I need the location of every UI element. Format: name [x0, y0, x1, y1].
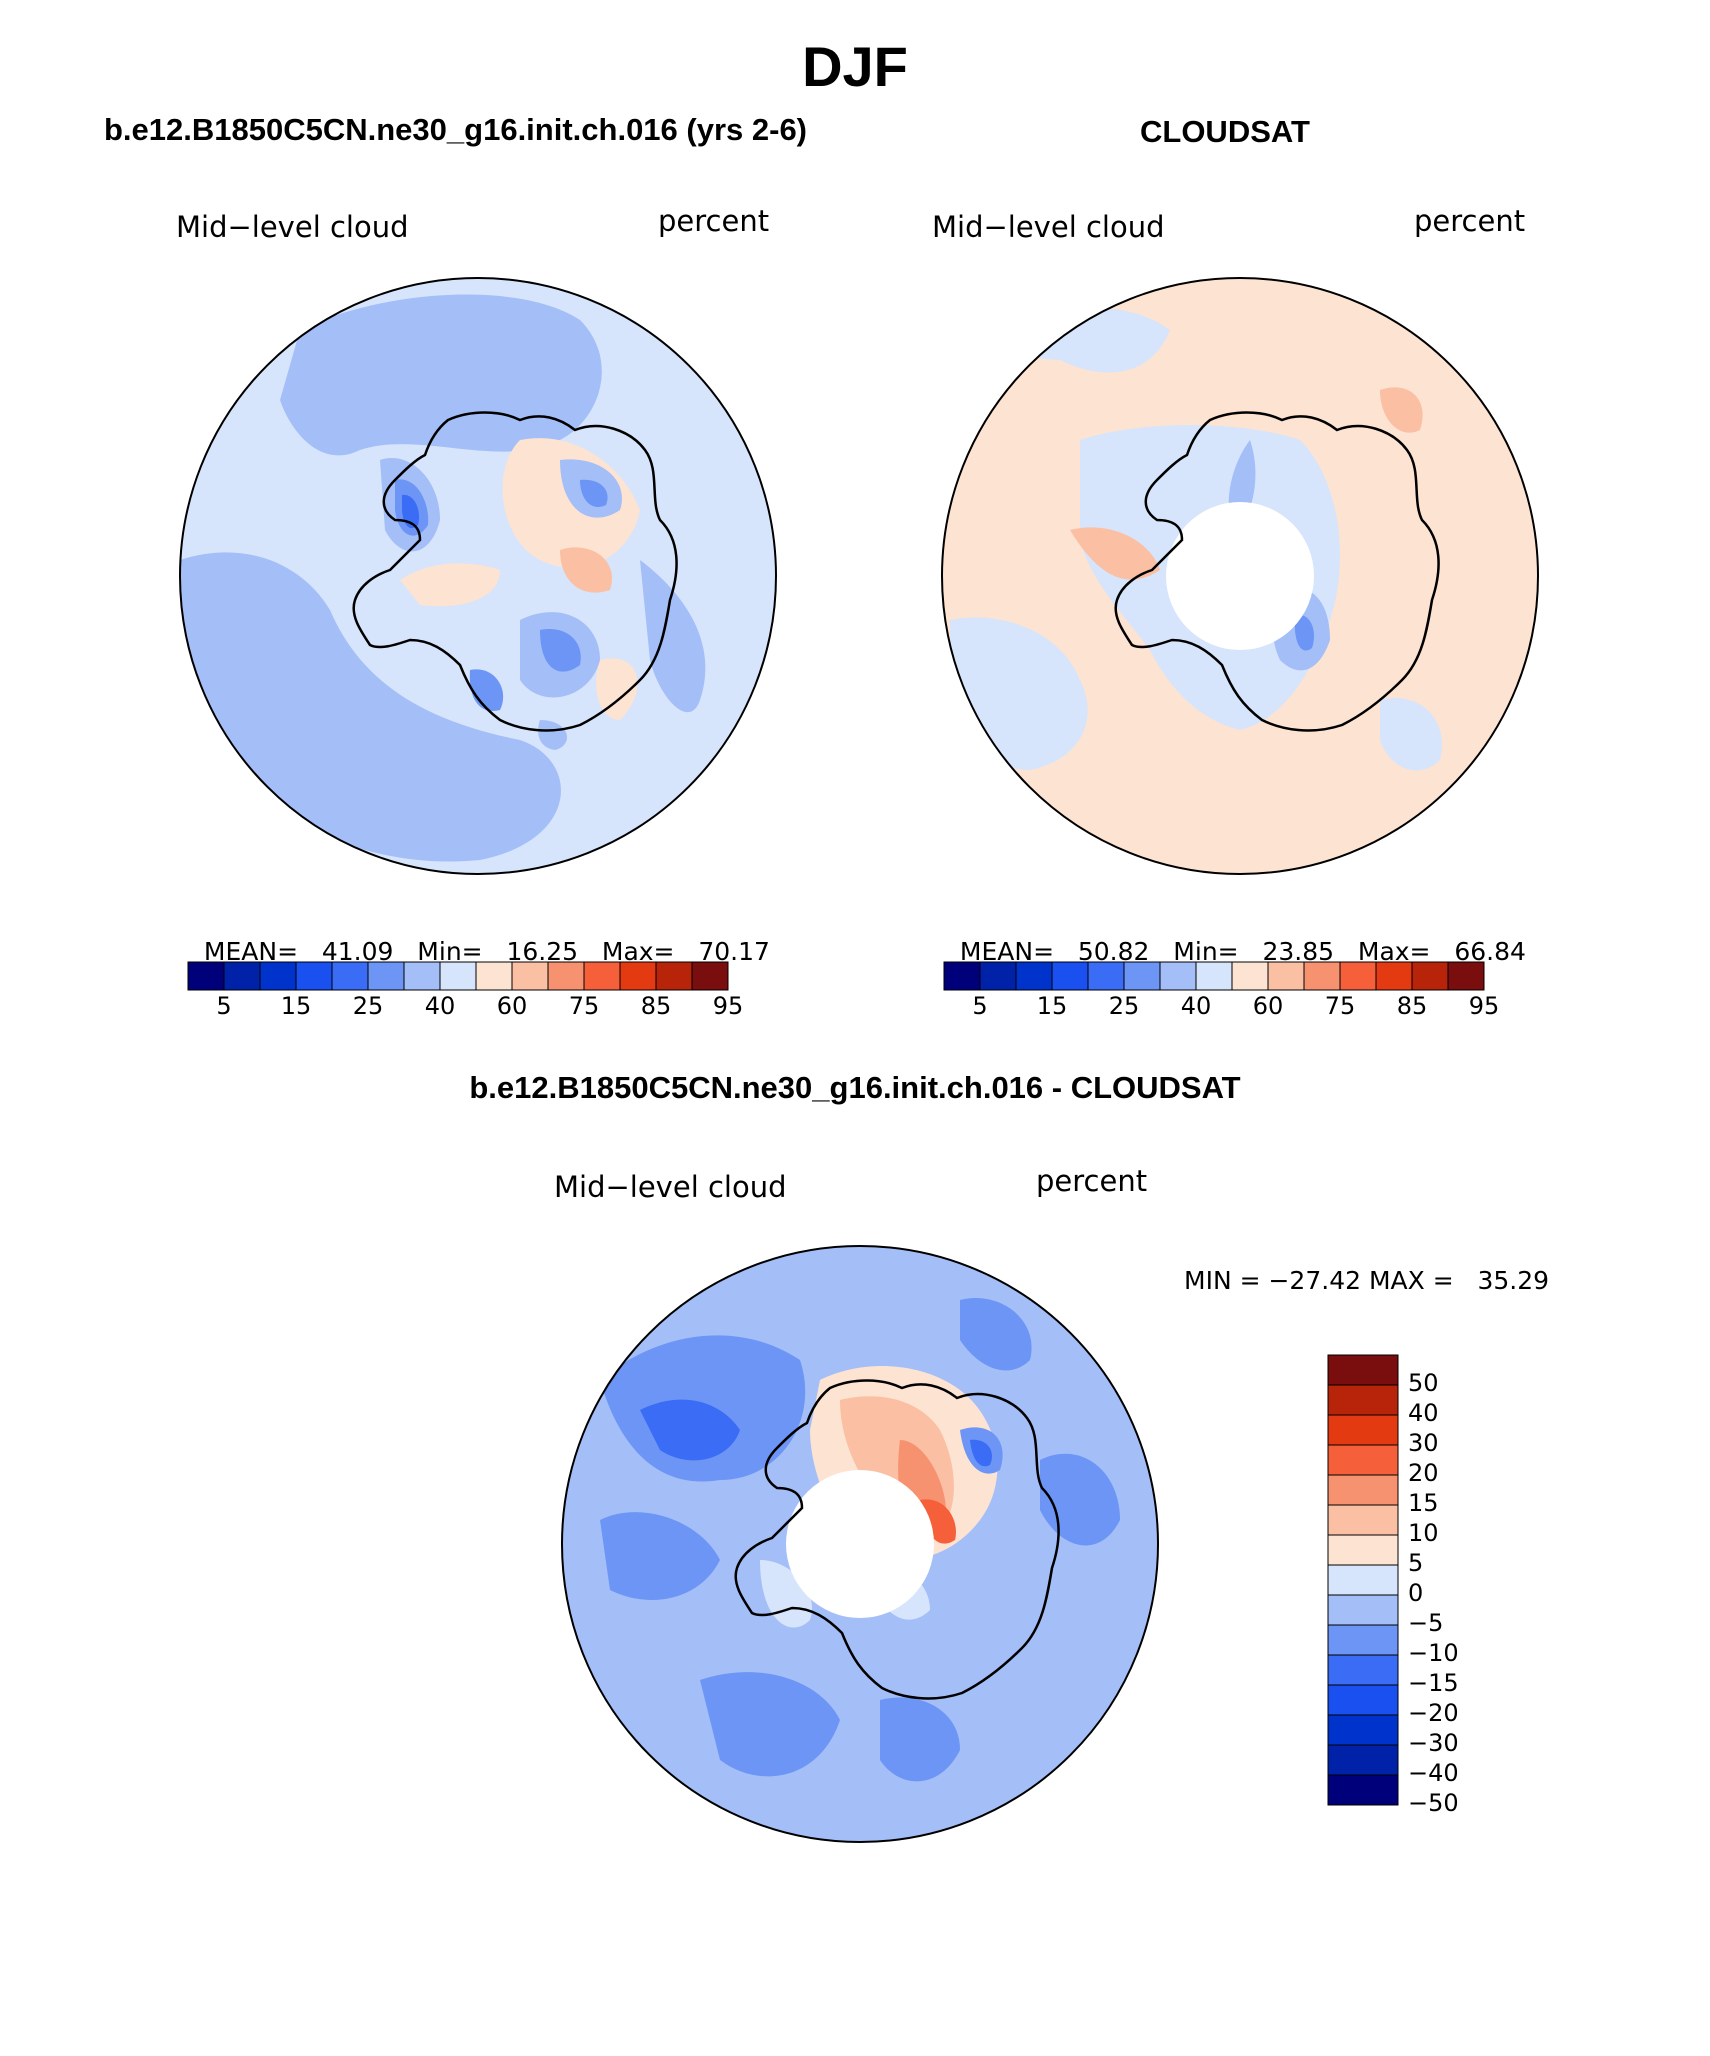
colorbar-box [403, 961, 441, 991]
model-stats: MEAN= 41.09 Min= 16.25 Max= 70.17 [203, 937, 770, 966]
cb-label: 5 [1408, 1549, 1424, 1577]
cb-label: −50 [1408, 1789, 1459, 1817]
antarctica-coastline [734, 1379, 1060, 1700]
cb-label: −15 [1408, 1669, 1459, 1697]
colorbar-box [691, 961, 729, 991]
model-colorbar [187, 961, 729, 991]
obs-units-label: percent [1414, 204, 1526, 238]
cb-label: 75 [1324, 992, 1356, 1020]
colorbar-box [1327, 1504, 1399, 1536]
colorbar-box [1303, 961, 1341, 991]
obs-colorbar [943, 961, 1485, 991]
diff-case-title: b.e12.B1850C5CN.ne30_g16.init.ch.016 - C… [469, 1070, 1241, 1105]
cb-label: 30 [1408, 1429, 1439, 1457]
colorbar-box [511, 961, 549, 991]
page-title: DJF [802, 35, 908, 98]
cb-label: 60 [1252, 992, 1284, 1020]
cb-label: 10 [1408, 1519, 1439, 1547]
colorbar-box [1327, 1354, 1399, 1386]
cb-label: 40 [1180, 992, 1212, 1020]
colorbar-box [259, 961, 297, 991]
colorbar-box [619, 961, 657, 991]
colorbar-box [475, 961, 513, 991]
colorbar-box [1327, 1654, 1399, 1686]
colorbar-box [1339, 961, 1377, 991]
cb-label: 95 [712, 992, 744, 1020]
antarctica-coastline [352, 411, 678, 732]
colorbar-box [1327, 1474, 1399, 1506]
colorbar-box [1123, 961, 1161, 991]
colorbar-box [187, 961, 225, 991]
obs-polar-map [941, 277, 1539, 875]
colorbar-box [223, 961, 261, 991]
cb-label: 50 [1408, 1369, 1439, 1397]
diff-field-label: Mid−level cloud [554, 1170, 787, 1204]
model-field-label: Mid−level cloud [176, 210, 409, 244]
colorbar-box [439, 961, 477, 991]
colorbar-box [1327, 1624, 1399, 1656]
colorbar-box [1411, 961, 1449, 991]
cb-label: −30 [1408, 1729, 1459, 1757]
cb-label: 25 [352, 992, 384, 1020]
cb-label: −10 [1408, 1639, 1459, 1667]
cb-label: −40 [1408, 1759, 1459, 1787]
obs-stats: MEAN= 50.82 Min= 23.85 Max= 66.84 [959, 937, 1526, 966]
colorbar-box [1267, 961, 1305, 991]
colorbar-box [1159, 961, 1197, 991]
colorbar-box [331, 961, 369, 991]
colorbar-box [943, 961, 981, 991]
cb-label: 85 [1396, 992, 1428, 1020]
diff-polar-map [561, 1245, 1159, 1843]
cb-label: 15 [280, 992, 312, 1020]
cb-label: 5 [972, 992, 988, 1020]
cb-label: 85 [640, 992, 672, 1020]
colorbar-box [1195, 961, 1233, 991]
cb-label: 15 [1408, 1489, 1439, 1517]
colorbar-box [1327, 1684, 1399, 1716]
colorbar-box [1447, 961, 1485, 991]
cb-label: 5 [216, 992, 232, 1020]
cb-label: −5 [1408, 1609, 1444, 1637]
cb-label: 75 [568, 992, 600, 1020]
colorbar-box [655, 961, 693, 991]
colorbar-box [979, 961, 1017, 991]
colorbar-box [1327, 1384, 1399, 1416]
colorbar-box [1327, 1774, 1399, 1806]
colorbar-box [1375, 961, 1413, 991]
colorbar-box [1327, 1594, 1399, 1626]
cb-label: 20 [1408, 1459, 1439, 1487]
colorbar-box [1327, 1564, 1399, 1596]
cb-label: 40 [1408, 1399, 1439, 1427]
colorbar-box [1327, 1714, 1399, 1746]
model-polar-map [179, 277, 777, 875]
cb-label: 60 [496, 992, 528, 1020]
colorbar-box [367, 961, 405, 991]
diff-stats: MIN = −27.42 MAX = 35.29 [1184, 1266, 1550, 1295]
cb-label: 40 [424, 992, 456, 1020]
colorbar-box [1327, 1414, 1399, 1446]
diff-units-label: percent [1036, 1164, 1148, 1198]
colorbar-box [547, 961, 585, 991]
colorbar-box [1051, 961, 1089, 991]
colorbar-box [1327, 1744, 1399, 1776]
antarctica-coastline [1114, 411, 1440, 732]
colorbar-box [1087, 961, 1125, 991]
cb-label: 25 [1108, 992, 1140, 1020]
cb-label: 0 [1408, 1579, 1424, 1607]
model-units-label: percent [658, 204, 770, 238]
colorbar-box [1231, 961, 1269, 991]
model-case-title: b.e12.B1850C5CN.ne30_g16.init.ch.016 (yr… [104, 112, 808, 147]
cb-label: −20 [1408, 1699, 1459, 1727]
cb-label: 95 [1468, 992, 1500, 1020]
obs-field-label: Mid−level cloud [932, 210, 1165, 244]
obs-case-title: CLOUDSAT [1140, 114, 1310, 149]
cb-label: 15 [1036, 992, 1068, 1020]
colorbar-box [583, 961, 621, 991]
diff-colorbar [1327, 1354, 1399, 1806]
colorbar-box [295, 961, 333, 991]
colorbar-box [1327, 1444, 1399, 1476]
colorbar-box [1015, 961, 1053, 991]
colorbar-box [1327, 1534, 1399, 1566]
